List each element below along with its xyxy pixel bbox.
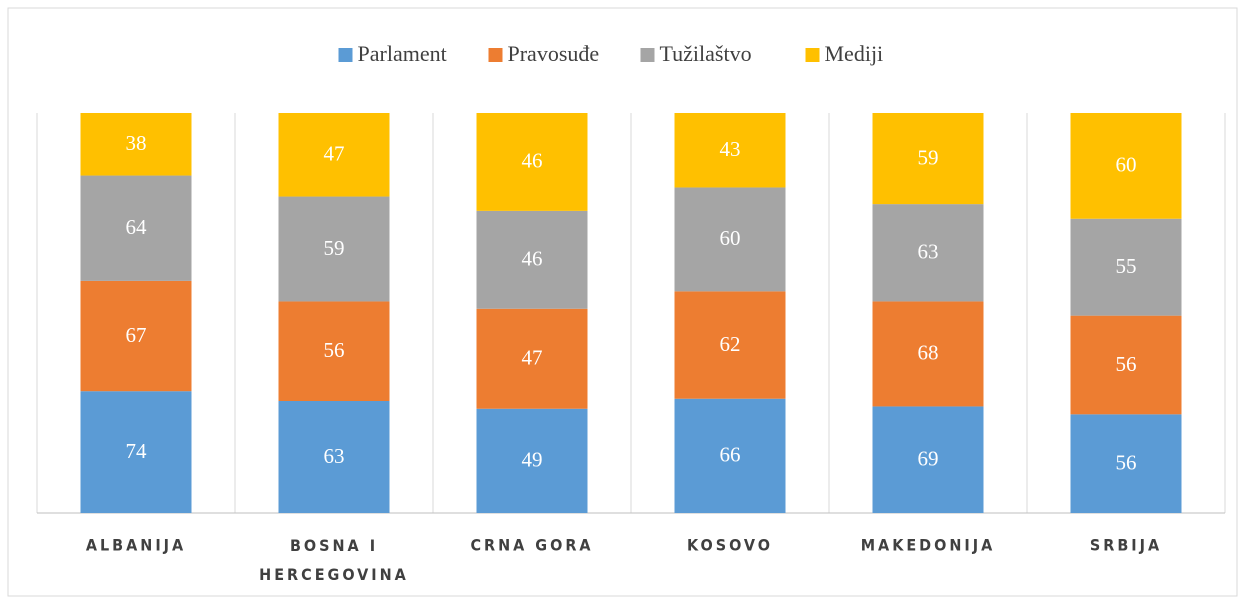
legend-label: Pravosuđe xyxy=(508,41,600,66)
value-label: 59 xyxy=(918,145,939,169)
value-label: 47 xyxy=(324,142,345,166)
value-label: 67 xyxy=(126,323,147,347)
bar-segment xyxy=(80,280,192,392)
value-label: 55 xyxy=(1116,254,1137,278)
bar-segment xyxy=(1070,414,1182,513)
x-tick-label: ALBANIJA xyxy=(86,536,186,555)
bar-segment xyxy=(278,196,390,302)
bar-segment xyxy=(1070,113,1182,219)
bar-segment xyxy=(476,210,588,309)
bar-segment xyxy=(80,175,192,281)
value-label: 43 xyxy=(720,137,741,161)
bar-segment xyxy=(872,301,984,407)
bar-segment xyxy=(278,113,390,197)
value-label: 63 xyxy=(324,444,345,468)
bar-segment xyxy=(476,408,588,513)
legend-swatch xyxy=(805,48,820,62)
bar-segment xyxy=(278,301,390,401)
bar-segment xyxy=(1070,218,1182,316)
x-tick-label: CRNA GORA xyxy=(470,536,593,555)
value-label: 56 xyxy=(324,338,345,362)
value-label: 56 xyxy=(1116,450,1137,474)
value-label: 38 xyxy=(126,131,147,155)
value-label: 46 xyxy=(522,149,543,173)
value-label: 62 xyxy=(720,332,741,356)
legend-label: Parlament xyxy=(358,41,447,66)
bar-segment xyxy=(872,406,984,513)
bar-segment xyxy=(674,187,786,292)
bar-segment xyxy=(1070,315,1182,415)
bar-segment xyxy=(476,113,588,211)
legend-label: Tužilaštvo xyxy=(660,41,752,66)
value-label: 49 xyxy=(522,448,543,472)
x-tick-label: BOSNA I HERCEGOVINA xyxy=(259,536,409,584)
x-tick-label: SRBIJA xyxy=(1090,536,1162,555)
value-label: 64 xyxy=(126,215,148,239)
chart-border xyxy=(7,7,1238,597)
bar-segment xyxy=(278,401,390,513)
value-label: 74 xyxy=(126,439,148,463)
bar-segment xyxy=(872,113,984,205)
legend-swatch xyxy=(640,48,655,62)
value-label: 46 xyxy=(522,247,543,271)
bar-segment xyxy=(872,204,984,302)
x-tick-label: KOSOVO xyxy=(687,536,773,555)
value-label: 56 xyxy=(1116,352,1137,376)
value-label: 69 xyxy=(918,447,939,471)
value-label: 47 xyxy=(522,346,543,370)
value-label: 66 xyxy=(720,443,741,467)
x-tick-label: MAKEDONIJA xyxy=(861,536,996,555)
value-label: 60 xyxy=(720,226,741,250)
bar-segment xyxy=(674,291,786,399)
legend-swatch xyxy=(338,48,353,62)
legend-label: Mediji xyxy=(825,41,884,66)
value-label: 59 xyxy=(324,236,345,260)
bar-segment xyxy=(80,113,192,176)
value-label: 60 xyxy=(1116,153,1137,177)
value-label: 68 xyxy=(918,341,939,365)
bar-segment xyxy=(674,398,786,513)
bar-segment xyxy=(80,391,192,513)
bar-segment xyxy=(674,113,786,188)
legend-swatch xyxy=(488,48,503,62)
bar-segment xyxy=(476,308,588,409)
value-label: 63 xyxy=(918,240,939,264)
